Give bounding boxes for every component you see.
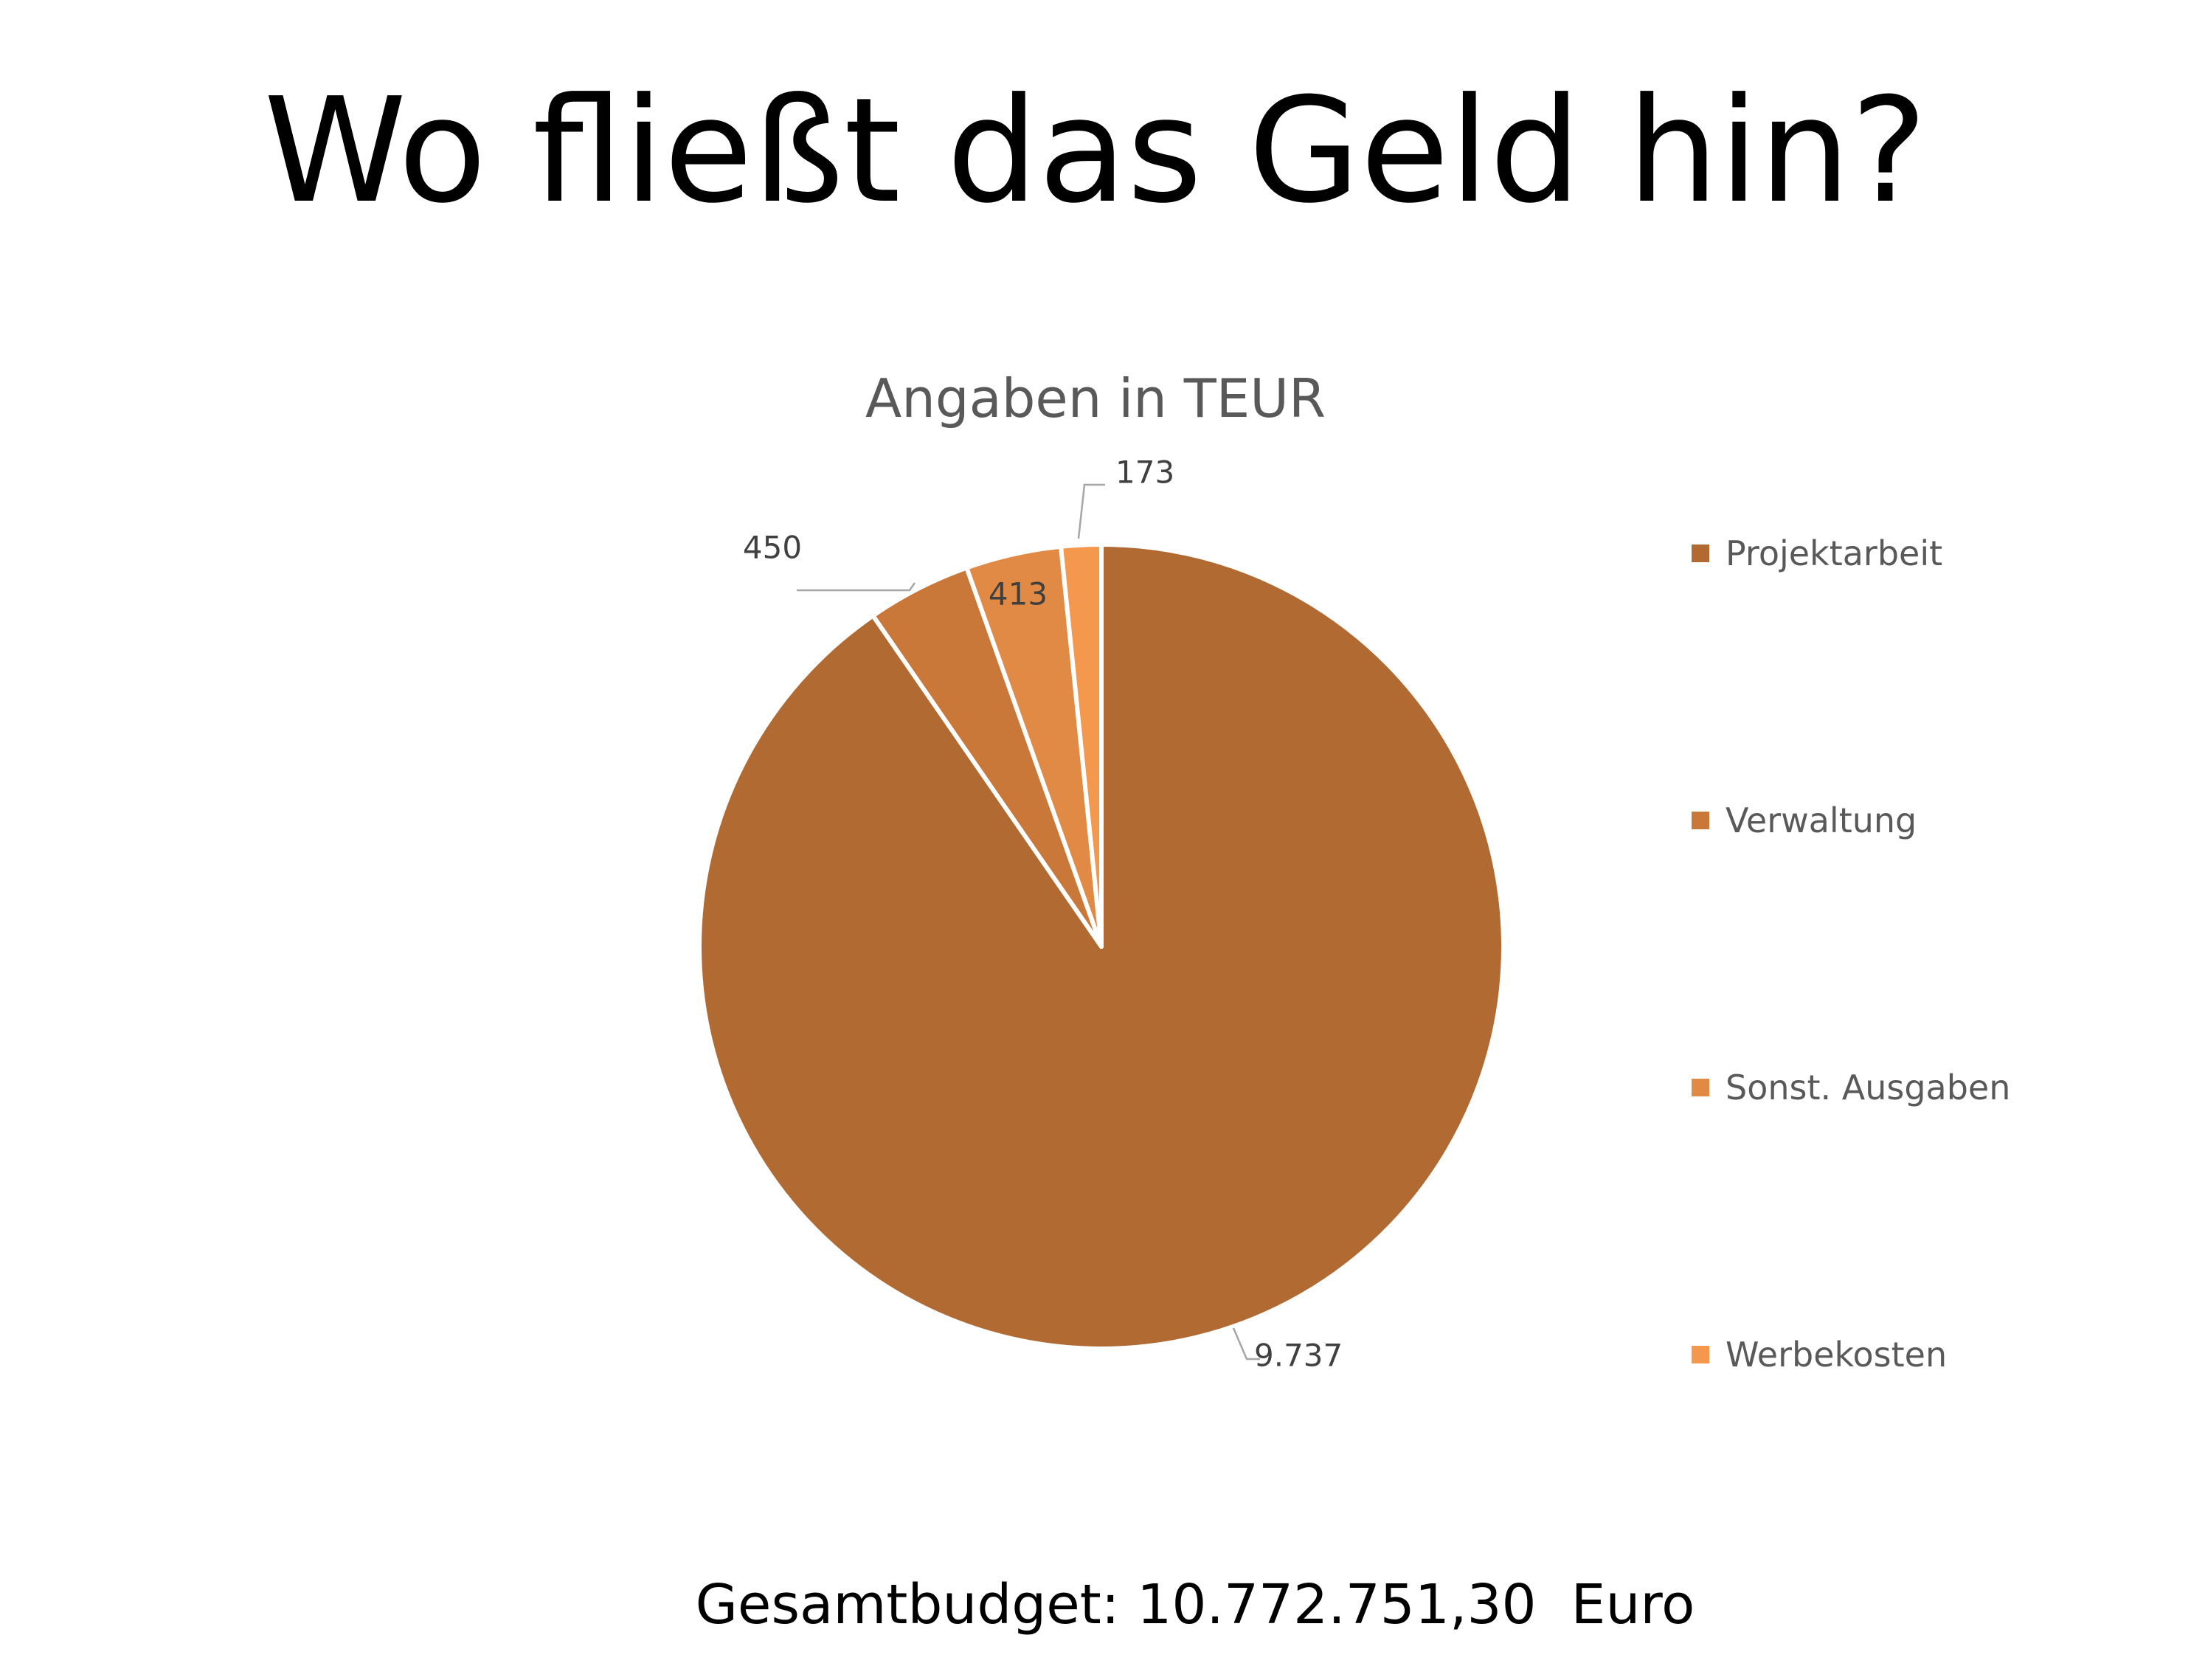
leader-lines <box>797 483 1260 1361</box>
leader-line <box>797 582 916 592</box>
pie-slice-werbekosten[interactable] <box>1059 542 1104 949</box>
legend-label: Verwaltung <box>1726 801 1917 840</box>
legend-swatch <box>1692 1346 1709 1363</box>
legend-label: Projektarbeit <box>1726 533 1943 573</box>
legend-swatch <box>1692 812 1709 829</box>
data-label: 9.737 <box>1254 1338 1343 1374</box>
data-label: 413 <box>989 576 1048 612</box>
slide-title: Wo fließt das Geld hin? <box>263 67 1928 235</box>
legend-label: Werbekosten <box>1726 1335 1948 1375</box>
leader-line <box>1232 1327 1260 1361</box>
data-label: 450 <box>743 530 802 566</box>
pie-slices <box>697 542 1506 1351</box>
legend-swatch <box>1692 545 1709 562</box>
data-labels: 9.737 450 413 173 <box>743 454 1343 1374</box>
data-label: 173 <box>1115 454 1174 491</box>
legend-swatch <box>1692 1079 1709 1096</box>
pie-slice-projektarbeit[interactable] <box>697 542 1506 1351</box>
total-budget: Gesamtbudget: 10.772.751,30 Euro <box>695 1573 1695 1636</box>
leader-line <box>1077 483 1105 539</box>
chart-title: Angaben in TEUR <box>865 367 1326 429</box>
legend-label: Sonst. Ausgaben <box>1726 1068 2011 1107</box>
